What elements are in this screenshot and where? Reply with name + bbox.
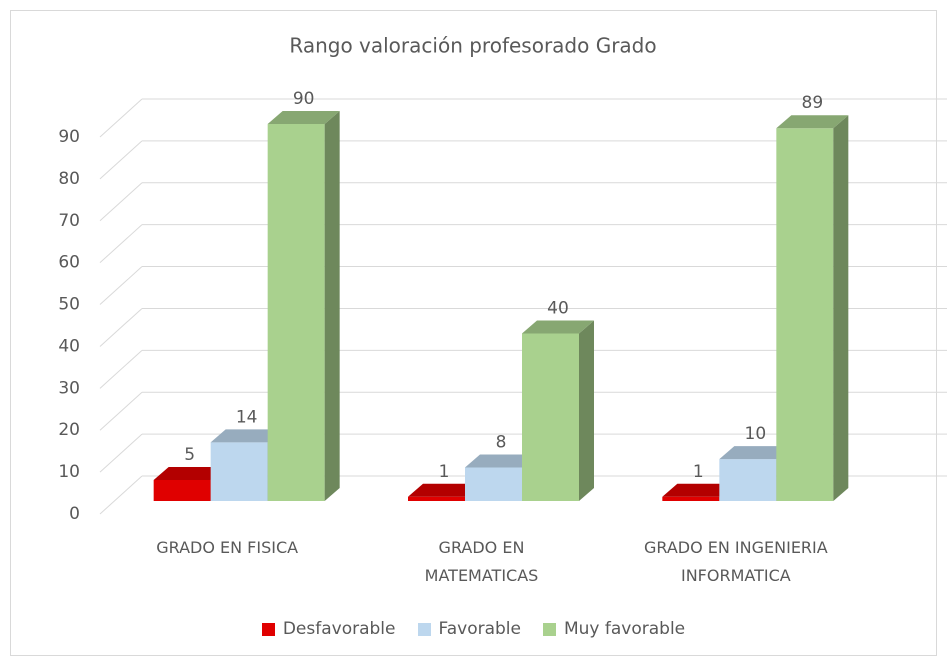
- legend-label: Muy favorable: [563, 619, 686, 639]
- grid-line-side: [99, 182, 143, 222]
- bar-side: [579, 320, 594, 501]
- y-tick-label: 20: [58, 420, 80, 440]
- y-tick-label: 90: [58, 127, 80, 147]
- grid-line-side: [99, 308, 143, 347]
- legend-item: Muy favorable: [542, 619, 686, 639]
- grid-line-side: [99, 475, 143, 515]
- bar-front: [719, 459, 777, 501]
- bar-top: [465, 454, 537, 468]
- bar-front: [408, 496, 465, 501]
- data-label: 1: [693, 462, 704, 482]
- bar-top: [153, 467, 226, 481]
- bar-top: [776, 115, 849, 129]
- bar-top: [210, 429, 283, 443]
- bar-front: [662, 496, 720, 501]
- grid-line-side: [99, 98, 143, 138]
- y-tick-label: 0: [69, 504, 80, 524]
- grid-line-side: [99, 349, 143, 389]
- legend-label: Desfavorable: [282, 619, 396, 639]
- grid-line-side: [99, 266, 143, 305]
- data-label: 1: [439, 462, 450, 482]
- y-tick-label: 10: [58, 462, 80, 482]
- bar: [267, 111, 340, 501]
- data-label: 40: [547, 298, 569, 318]
- bar-front: [465, 467, 522, 501]
- y-tick-label: 50: [58, 295, 80, 315]
- grid-line-side: [99, 391, 143, 431]
- bar-front: [153, 480, 211, 501]
- bar-top: [267, 111, 340, 124]
- grid-line-side: [99, 140, 143, 180]
- legend: Desfavorable Favorable Muy favorable: [0, 619, 947, 639]
- legend-item: Desfavorable: [261, 619, 396, 639]
- grid-line-side: [99, 224, 143, 264]
- bar-front: [776, 128, 834, 501]
- legend-swatch: [261, 622, 275, 636]
- bar-side: [833, 115, 849, 501]
- legend-label: Favorable: [438, 619, 521, 639]
- x-tick-label: GRADO EN MATEMATICAS: [424, 538, 539, 585]
- chart-title: Rango valoración profesorado Grado: [289, 34, 656, 58]
- x-tick-label: GRADO EN FISICA: [156, 538, 299, 557]
- y-tick-label: 70: [58, 211, 80, 231]
- grid-line-side: [99, 433, 143, 473]
- bar-top: [662, 483, 735, 497]
- legend-item: Favorable: [417, 619, 521, 639]
- bar-top: [522, 320, 594, 334]
- data-label: 10: [745, 424, 767, 444]
- bar: [522, 320, 594, 501]
- bar: [776, 115, 849, 501]
- y-tick-label: 80: [58, 169, 80, 189]
- data-label: 90: [293, 89, 315, 109]
- bar-top: [719, 446, 792, 460]
- data-label: 89: [802, 93, 824, 113]
- bar-front: [210, 442, 268, 501]
- bar-front: [267, 124, 325, 501]
- y-tick-label: 40: [58, 336, 80, 356]
- y-tick-label: 60: [58, 253, 80, 273]
- bar-front: [522, 333, 579, 501]
- legend-swatch: [417, 622, 431, 636]
- legend-swatch: [542, 622, 556, 636]
- data-label: 8: [496, 432, 507, 452]
- bar-side: [324, 111, 340, 501]
- data-label: 5: [184, 445, 195, 465]
- y-tick-label: 30: [58, 378, 80, 398]
- bar-top: [408, 483, 480, 497]
- x-tick-label: GRADO EN INGENIERIA INFORMATICA: [643, 538, 828, 585]
- data-label: 14: [236, 407, 258, 427]
